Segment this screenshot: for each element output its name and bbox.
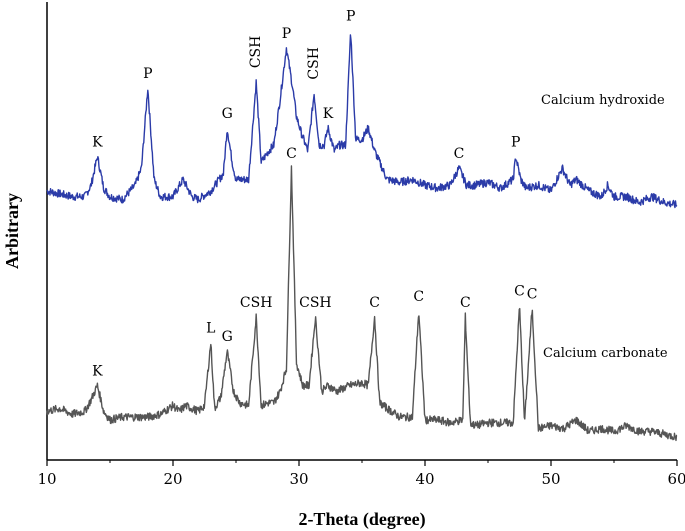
series-label-1: Calcium carbonate <box>543 346 668 361</box>
peak-label: K <box>323 106 334 122</box>
peak-label: P <box>346 9 355 25</box>
peak-label: P <box>282 26 291 42</box>
y-axis-label: Arbitrary <box>2 193 22 269</box>
peak-label: C <box>286 146 297 162</box>
peak-label: C <box>413 289 424 305</box>
peak-label: CSH <box>299 295 332 311</box>
x-tick-label: 20 <box>163 470 182 488</box>
peak-label: K <box>92 135 103 151</box>
peak-label: C <box>527 286 538 302</box>
peak-label: CSH <box>306 47 322 80</box>
peak-label: G <box>222 106 233 122</box>
series-lines <box>46 34 678 442</box>
x-tick-label: 60 <box>667 470 685 488</box>
peak-label: C <box>460 295 471 311</box>
peak-label: P <box>143 66 152 82</box>
peak-label: C <box>514 283 525 299</box>
x-axis-ticks: 10 20 30 40 50 60 <box>37 460 685 488</box>
series-labels: Calcium hydroxide Calcium carbonate <box>541 93 668 361</box>
peak-label: L <box>206 321 215 337</box>
peak-label: CSH <box>240 295 273 311</box>
x-tick-label: 40 <box>415 470 434 488</box>
plot-area <box>46 2 677 461</box>
x-axis-label: 2-Theta (degree) <box>298 509 425 530</box>
x-tick-label: 10 <box>37 470 56 488</box>
series-line-0 <box>46 34 678 209</box>
peak-label: P <box>511 135 520 151</box>
x-tick-label: 30 <box>289 470 308 488</box>
series-label-0: Calcium hydroxide <box>541 93 665 108</box>
peak-label: K <box>92 364 103 380</box>
peak-label: C <box>454 146 465 162</box>
series-line-1 <box>46 165 678 442</box>
peak-label: G <box>222 329 233 345</box>
peak-label: CSH <box>248 36 264 69</box>
x-tick-label: 50 <box>541 470 560 488</box>
peak-label: C <box>369 295 380 311</box>
